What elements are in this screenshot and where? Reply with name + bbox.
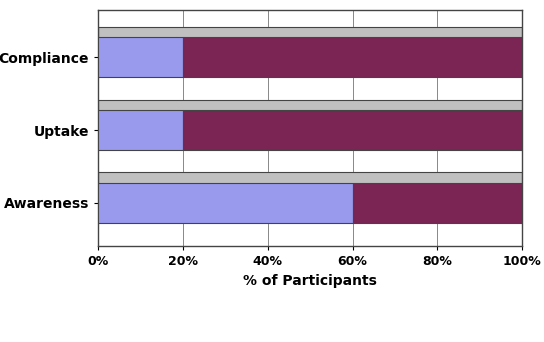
Bar [98,183,353,223]
Bar [183,38,522,77]
Bar [98,172,522,185]
Bar [98,110,183,150]
Bar [98,38,183,77]
Bar [183,110,522,150]
X-axis label: % of Participants: % of Participants [243,274,377,288]
Bar [98,100,522,113]
Bar [98,27,522,40]
Bar [353,183,522,223]
